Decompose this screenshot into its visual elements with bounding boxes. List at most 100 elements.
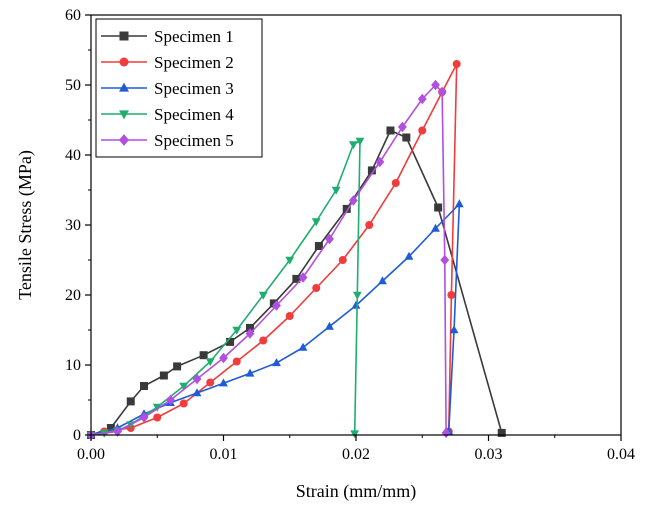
x-tick-label: 0.03	[475, 446, 503, 463]
data-point	[447, 291, 456, 299]
data-point	[449, 325, 459, 334]
legend-label: Specimen 2	[154, 53, 234, 72]
y-tick-label: 60	[65, 7, 81, 24]
x-tick-label: 0.00	[77, 446, 105, 463]
data-point	[342, 204, 351, 213]
series-line	[90, 63, 458, 436]
data-point	[269, 299, 278, 308]
data-point	[402, 133, 411, 142]
legend-marker	[119, 134, 129, 146]
data-point	[386, 126, 395, 135]
y-tick-label: 40	[65, 147, 81, 164]
legend-label: Specimen 4	[154, 105, 234, 124]
data-point	[153, 413, 162, 422]
y-tick-label: 20	[65, 287, 81, 304]
data-point	[159, 371, 168, 380]
data-point	[192, 373, 202, 385]
data-point	[497, 428, 506, 437]
data-point	[140, 382, 148, 390]
data-point	[375, 156, 385, 168]
data-point	[440, 254, 450, 266]
data-point	[226, 337, 235, 346]
data-point	[417, 93, 427, 105]
y-axis-label: Tensile Stress (MPa)	[15, 150, 36, 300]
legend: Specimen 1 Specimen 2 Specimen 3 Specimen 4…	[95, 18, 263, 158]
data-point	[314, 242, 323, 250]
series-5	[86, 79, 451, 441]
data-point	[272, 358, 281, 367]
data-point	[397, 121, 407, 133]
legend-marker	[119, 110, 129, 120]
data-point	[431, 223, 440, 232]
data-point	[192, 388, 202, 397]
data-point	[454, 199, 464, 208]
x-axis-label: Strain (mm/mm)	[296, 481, 417, 502]
data-point	[139, 412, 149, 423]
axes-layer: 0.00 0.01 0.02 0.03 0.04 0 10 20 30 40 50 60	[65, 7, 635, 463]
data-point	[246, 323, 254, 332]
data-point	[232, 326, 242, 335]
series-line	[90, 203, 461, 436]
data-point	[352, 291, 362, 300]
data-point	[331, 186, 341, 195]
legend-label: Specimen 3	[154, 79, 234, 98]
y-tick-label: 10	[65, 357, 81, 374]
data-point	[199, 351, 208, 360]
data-point	[325, 233, 334, 245]
data-point	[312, 284, 321, 292]
data-point	[378, 276, 387, 285]
y-tick-label: 30	[65, 217, 81, 234]
data-point	[434, 203, 443, 212]
data-point	[232, 357, 241, 366]
data-point	[179, 382, 189, 391]
data-point	[452, 60, 461, 68]
data-point	[418, 126, 427, 135]
data-point	[259, 336, 268, 345]
y-tick-label: 0	[73, 427, 81, 444]
x-tick-label: 0.04	[607, 446, 635, 463]
data-point	[404, 251, 414, 260]
data-point	[431, 79, 440, 91]
data-point	[355, 137, 365, 146]
data-point	[298, 272, 308, 283]
data-point	[365, 221, 374, 229]
data-point	[219, 378, 228, 387]
data-point	[351, 300, 361, 309]
data-point	[258, 291, 268, 300]
data-point	[245, 328, 255, 339]
x-tick-label: 0.02	[342, 446, 370, 463]
data-point	[285, 256, 295, 265]
data-point	[391, 179, 400, 187]
data-point	[285, 312, 294, 320]
data-point	[348, 195, 358, 206]
data-point	[173, 362, 182, 371]
data-point	[245, 368, 255, 377]
data-point	[106, 424, 115, 432]
data-point	[298, 342, 308, 351]
series-layer	[86, 60, 506, 441]
series-3	[86, 199, 464, 439]
x-tick-label: 0.01	[210, 446, 238, 463]
legend-marker	[119, 31, 129, 41]
legend-label: Specimen 5	[154, 131, 234, 150]
data-point	[348, 141, 358, 150]
legend-label: Specimen 1	[154, 27, 234, 46]
data-point	[338, 256, 347, 264]
legend-marker	[119, 82, 129, 92]
data-point	[126, 397, 135, 406]
data-point	[206, 378, 215, 387]
data-point	[367, 166, 376, 175]
y-tick-label: 50	[65, 77, 81, 94]
data-point	[292, 274, 301, 283]
data-point	[325, 321, 334, 330]
data-point	[113, 426, 122, 437]
data-point	[205, 358, 215, 367]
data-point	[311, 218, 321, 227]
data-point	[166, 394, 175, 406]
data-point	[437, 86, 447, 98]
series-4	[86, 137, 365, 440]
data-point	[272, 300, 281, 311]
data-point	[179, 399, 188, 408]
legend-marker	[119, 57, 129, 67]
